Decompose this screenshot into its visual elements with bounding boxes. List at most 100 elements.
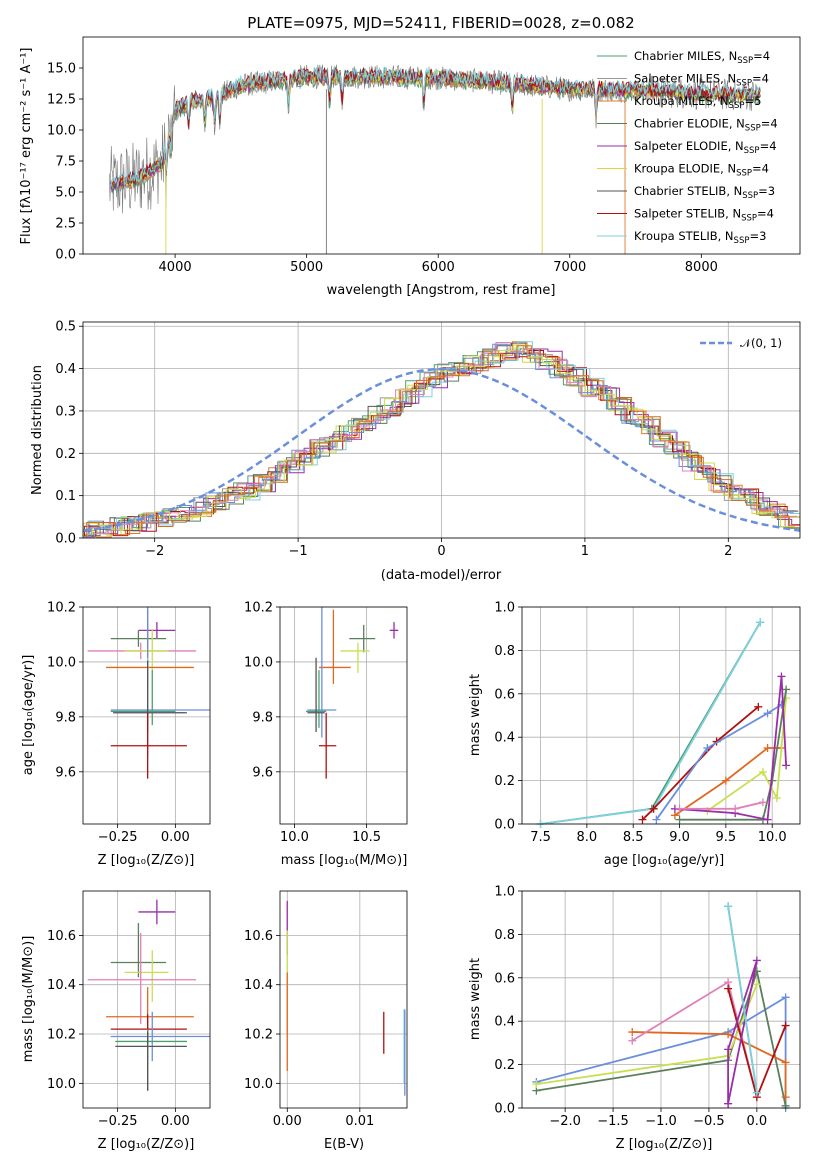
axes-frame	[82, 890, 211, 1109]
y-tick-label: 1.0	[494, 885, 515, 900]
weight-marker	[781, 1101, 790, 1110]
histogram-series	[83, 341, 800, 538]
histogram-series	[87, 341, 800, 538]
mass-weight-vs-age-panel: 7.5 8.0 8.5 9.0 9.5 10.0 0.0 0.2 0.4 0.6 0.8 1.0	[494, 601, 801, 845]
axes-frame	[82, 36, 801, 255]
histogram-series	[83, 342, 798, 538]
error-bars	[87, 899, 210, 1091]
age-vs-metallicity-panel: −0.25 0.00 9.6 9.8 10.0 10.2	[47, 601, 211, 845]
x-tick-label: 8.0	[577, 830, 598, 845]
legend-entry-label: Salpeter ELODIE, NSSP=4	[634, 139, 777, 156]
y-tick-label: 0.0	[55, 248, 76, 263]
x-tick-label: 0.00	[273, 1114, 302, 1129]
weight-lines	[532, 902, 790, 1112]
legend-entry-label: Kroupa ELODIE, NSSP=4	[634, 162, 769, 179]
axes-frame	[279, 890, 408, 1109]
weight-marker	[758, 767, 767, 776]
legend-entry-label: Kroupa STELIB, NSSP=3	[634, 229, 766, 246]
weight-marker	[782, 685, 791, 694]
tick-marks: −0.25 0.00 10.0 10.2 10.4 10.6	[47, 929, 190, 1129]
y-tick-label: 10.2	[244, 601, 273, 616]
weight-marker	[675, 815, 684, 824]
model-spectrum-line	[110, 65, 760, 188]
x-tick-label: −2.0	[549, 1114, 581, 1129]
y-tick-label: 7.5	[55, 155, 76, 170]
x-tick-label: 1	[581, 544, 589, 559]
grid-lines	[280, 606, 407, 824]
y-tick-label: 10.2	[244, 1028, 273, 1043]
spectrum-title: PLATE=0975, MJD=52411, FIBERID=0028, z=0…	[247, 14, 634, 32]
weight-series-line	[540, 621, 761, 825]
weight-series-line	[727, 906, 758, 1093]
tick-marks: 4000 5000 6000 7000 8000 0.0 2.5 5.0 7.5 10.0 12.5…	[47, 62, 718, 276]
y-tick-label: 0.3	[55, 404, 76, 419]
model-spectrum-line	[110, 71, 625, 193]
spectrum-panel: 4000 5000 6000 7000 8000 0.0 2.5 5.0 7.5 10.0 12.5…	[47, 36, 801, 276]
y-tick-label: 9.8	[55, 710, 76, 725]
x-tick-label: 6000	[422, 260, 455, 275]
y-tick-label: 1.0	[494, 601, 515, 616]
weight-marker	[754, 702, 763, 711]
y-tick-label: 9.6	[252, 765, 273, 780]
histograms	[83, 341, 800, 538]
y-tick-label: 10.2	[47, 601, 76, 616]
tick-marks: −2 −1 0 1 2 0.0 0.1 0.2 0.3 0.4 0.5	[55, 320, 732, 559]
y-tick-label: 10.4	[47, 978, 76, 993]
weight-series-line	[679, 689, 787, 821]
weight-marker	[724, 1030, 733, 1039]
y-tick-label: 0.2	[494, 774, 515, 789]
weight-age-ylabel: mass weight	[468, 674, 483, 756]
x-tick-label: 0	[437, 544, 445, 559]
weight-series-line	[655, 703, 782, 821]
age-vs-mass-panel: 10.0 10.5 9.6 9.8 10.0 10.2	[244, 601, 408, 845]
y-tick-label: 0.6	[494, 687, 515, 702]
y-tick-label: 10.0	[47, 124, 76, 139]
weight-marker	[758, 798, 767, 807]
x-tick-label: −1.0	[645, 1114, 677, 1129]
spectrum-legend: Chabrier MILES, NSSP=4 Salpeter MILES, NS…	[597, 49, 778, 246]
residual-histogram-panel: −2 −1 0 1 2 0.0 0.1 0.2 0.3 0.4 0.5	[55, 320, 801, 559]
y-tick-label: 10.2	[47, 1028, 76, 1043]
tick-marks: 0.00 0.01 10.0 10.2 10.4 10.6	[244, 929, 374, 1129]
y-tick-label: 0.0	[494, 818, 515, 833]
legend-entry-label: Salpeter STELIB, NSSP=4	[634, 207, 774, 224]
y-tick-label: 0.4	[494, 731, 515, 746]
histogram-series	[88, 348, 800, 538]
spectrum-series	[109, 64, 761, 254]
y-tick-label: 2.5	[55, 217, 76, 232]
y-tick-label: 10.0	[244, 655, 273, 670]
axes-frame	[82, 606, 211, 825]
x-tick-label: −1.5	[597, 1114, 629, 1129]
mass-z-xlabel: Z [log₁₀(Z/Z⊙)]	[98, 1137, 195, 1152]
x-tick-label: 0.00	[161, 1114, 190, 1129]
x-tick-label: 0.0	[747, 1114, 768, 1129]
y-tick-label: 0.4	[494, 1015, 515, 1030]
y-tick-label: 0.4	[55, 362, 76, 377]
spectrum-xlabel: wavelength [Angstrom, rest frame]	[327, 283, 556, 298]
legend-entry-label: Chabrier ELODIE, NSSP=4	[634, 117, 778, 134]
x-tick-label: 8.5	[623, 830, 644, 845]
x-tick-label: 10.0	[758, 830, 787, 845]
x-tick-label: −0.5	[693, 1114, 725, 1129]
y-tick-label: 0.8	[494, 928, 515, 943]
x-tick-label: −0.25	[98, 1114, 138, 1129]
age-z-ylabel: age [log₁₀(age/yr)]	[21, 655, 36, 776]
weight-marker	[652, 815, 661, 824]
legend-entry-label: Salpeter MILES, NSSP=4	[634, 72, 769, 89]
legend-entry-label: Chabrier MILES, NSSP=4	[634, 49, 770, 66]
mass-vs-metallicity-panel: −0.25 0.00 10.0 10.2 10.4 10.6	[47, 890, 211, 1129]
x-tick-label: −2	[145, 544, 164, 559]
x-tick-label: 0.00	[161, 830, 190, 845]
x-tick-label: 7.5	[530, 830, 551, 845]
weight-marker	[763, 815, 772, 824]
x-tick-label: 9.0	[669, 830, 690, 845]
legend-entry-label: Kroupa MILES, NSSP=5	[634, 94, 761, 111]
y-tick-label: 9.6	[55, 765, 76, 780]
weight-marker	[721, 776, 730, 785]
histogram-series	[86, 345, 800, 538]
weight-marker	[731, 804, 740, 813]
weight-series-line	[706, 698, 787, 812]
histogram-series	[83, 343, 794, 537]
residual-ylabel: Normed distribution	[30, 365, 45, 495]
